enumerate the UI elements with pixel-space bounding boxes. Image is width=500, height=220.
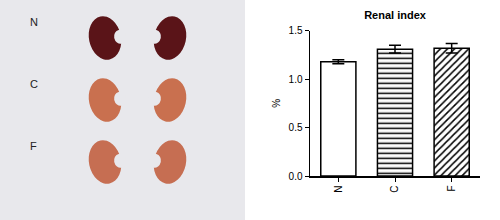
svg-text:%: % xyxy=(271,99,282,108)
svg-text:1.0: 1.0 xyxy=(289,74,303,85)
svg-text:1.5: 1.5 xyxy=(289,25,303,36)
svg-text:F: F xyxy=(446,186,457,192)
svg-text:C: C xyxy=(389,186,400,193)
svg-text:Renal index: Renal index xyxy=(364,9,427,21)
svg-text:0.0: 0.0 xyxy=(289,171,303,182)
svg-text:C: C xyxy=(30,78,38,90)
svg-text:N: N xyxy=(30,16,38,28)
svg-text:0.5: 0.5 xyxy=(289,122,303,133)
svg-text:N: N xyxy=(333,186,344,193)
svg-text:F: F xyxy=(30,140,37,152)
